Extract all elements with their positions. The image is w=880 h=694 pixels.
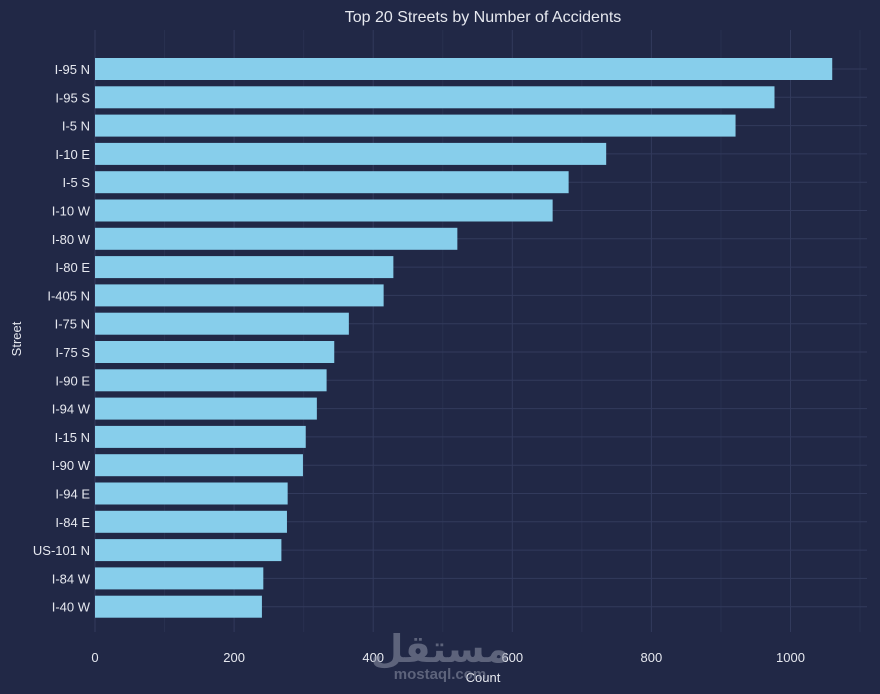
bar-i-40-w [95,595,262,618]
watermark-arabic: مستقل [371,627,510,671]
bar-i-5-s [95,171,569,194]
y-tick-label: I-80 E [55,260,90,275]
bar-i-75-s [95,341,335,363]
bar-i-84-e [95,510,287,533]
x-tick-label: 200 [223,650,245,665]
mostaql-watermark: مستقل mostaql.com [371,627,510,683]
bar-i-94-e [95,482,288,505]
bar-i-75-n [95,312,349,335]
bar-i-95-n [95,58,833,80]
bar-i-90-w [95,454,303,477]
x-tick-label: 400 [362,650,384,665]
y-tick-label: I-5 N [62,119,90,134]
y-tick-label: I-40 W [52,600,91,615]
y-tick-labels: I-95 N I-95 S I-5 N I-10 E I-5 S I-10 W I-80 W… [33,62,91,615]
x-tick-label: 800 [641,650,663,665]
bar-i-5-n [95,114,736,137]
bar-i-94-w [95,397,317,420]
bar-i-95-s [95,86,775,109]
bar-i-15-n [95,425,306,448]
y-tick-label: I-405 N [47,288,90,303]
x-tick-label: 600 [501,650,523,665]
chart-title: Top 20 Streets by Number of Accidents [345,9,622,26]
x-tick-label: 1000 [776,650,805,665]
bar-i-84-w [95,567,264,590]
x-axis-label: Count [466,670,501,685]
y-tick-label: I-10 E [55,147,90,162]
x-tick-label: 0 [91,650,98,665]
bar-i-80-e [95,256,394,279]
y-tick-label: US-101 N [33,543,90,558]
y-tick-label: I-84 E [55,515,90,530]
y-tick-label: I-75 N [55,317,90,332]
y-axis-label: Street [9,321,24,356]
bar-i-90-e [95,369,327,392]
y-tick-label: I-95 S [55,90,90,105]
bar-i-80-w [95,227,458,250]
x-tick-labels: 0 200 400 600 800 1000 [91,650,805,665]
y-tick-label: I-10 W [52,204,91,219]
y-tick-label: I-95 N [55,62,90,77]
watermark-latin: mostaql.com [394,666,487,683]
y-tick-label: I-90 E [55,373,90,388]
y-tick-label: I-15 N [55,430,90,445]
y-tick-label: I-90 W [52,458,91,473]
y-tick-label: I-75 S [55,345,90,360]
y-tick-label: I-94 W [52,402,91,417]
bar-i-10-e [95,142,607,165]
bar-i-405-n [95,284,384,307]
y-tick-label: I-94 E [55,487,90,502]
y-tick-label: I-5 S [63,175,91,190]
bar-us-101-n [95,539,282,562]
bar-i-10-w [95,199,553,222]
bars [95,58,833,618]
y-tick-label: I-80 W [52,232,91,247]
y-tick-label: I-84 W [52,571,91,586]
